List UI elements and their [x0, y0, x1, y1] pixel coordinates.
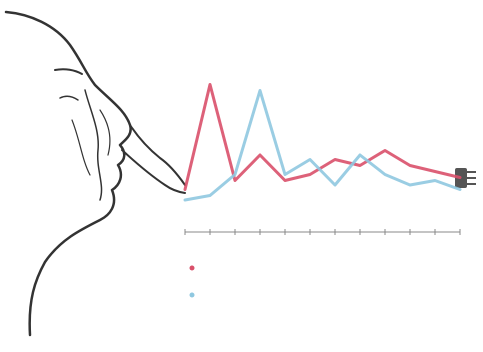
series-line	[183, 89, 462, 202]
legend-marker	[189, 292, 195, 298]
series-line	[183, 83, 462, 191]
face-sketch	[4, 10, 186, 337]
legend-marker	[189, 265, 195, 271]
